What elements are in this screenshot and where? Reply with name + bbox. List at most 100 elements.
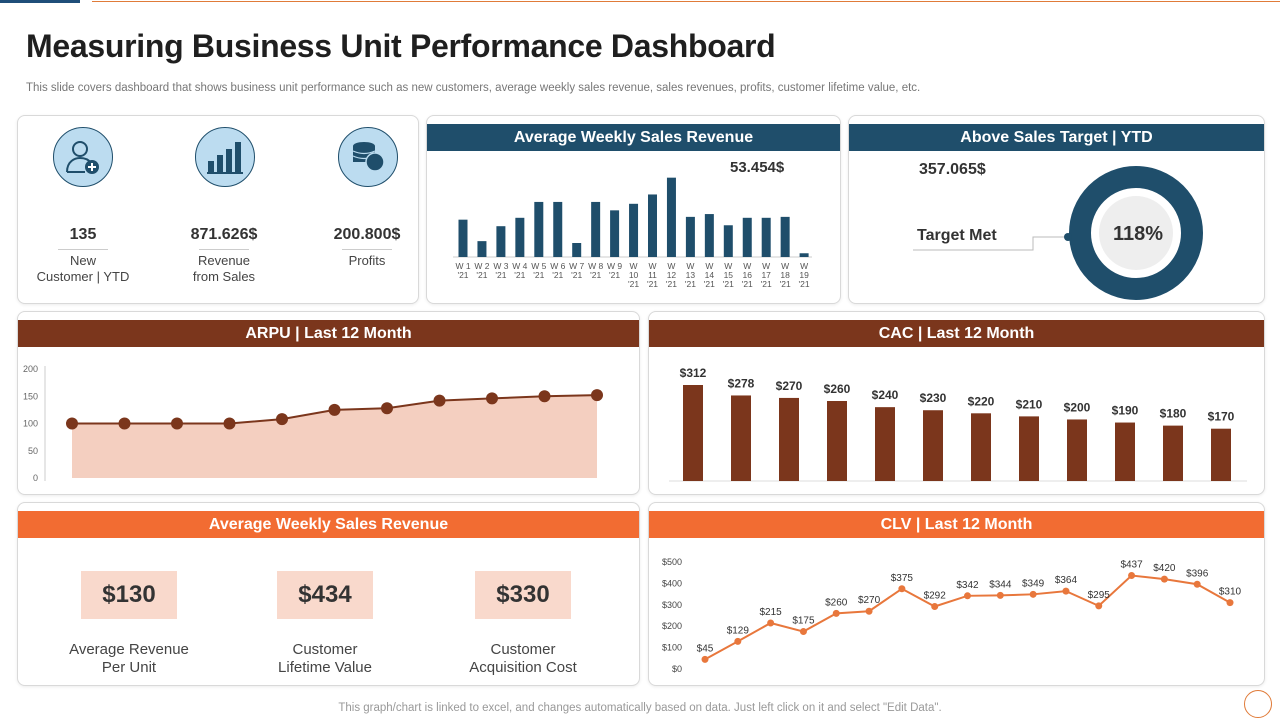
cac-data-label: $278	[728, 376, 755, 390]
target-met-label: Target Met	[917, 227, 997, 244]
top-accent-bar	[0, 0, 80, 3]
weekly-tick-label: '21	[647, 279, 658, 289]
clv-data-label: $342	[956, 580, 979, 591]
clv-title: CLV | Last 12 Month	[649, 511, 1264, 538]
weekly-tick-label: '21	[552, 270, 563, 280]
target-donut-center	[1099, 196, 1173, 270]
weekly-tick-label: W	[705, 261, 713, 271]
weekly-bar	[704, 214, 714, 257]
weekly-tick-label: '21	[495, 270, 506, 280]
weekly-tick-label: '21	[476, 270, 487, 280]
weekly-bar	[723, 225, 733, 257]
weekly-bar	[610, 210, 620, 257]
arpu-point	[66, 417, 78, 430]
bar-chart-icon	[195, 127, 255, 187]
cac-bar	[971, 413, 991, 481]
cac-bar	[779, 397, 799, 481]
cac-data-label: $270	[776, 379, 803, 393]
weekly-tick-label: '21	[723, 279, 734, 289]
sales-target-title: Above Sales Target | YTD	[849, 124, 1264, 151]
arpu-title: ARPU | Last 12 Month	[18, 320, 639, 347]
metric-clv-value: $434	[277, 571, 373, 619]
weekly-tick-label: W	[800, 261, 808, 271]
weekly-bar	[761, 217, 771, 257]
clv-point	[1128, 571, 1136, 579]
weekly-tick-label: W 7	[569, 261, 584, 271]
clv-point	[898, 585, 906, 593]
weekly-tick-label: W	[648, 261, 656, 271]
weekly-tick-label: 13	[686, 270, 696, 280]
weekly-tick-label: 12	[667, 270, 677, 280]
clv-point	[964, 592, 971, 600]
weekly-tick-label: 14	[705, 270, 715, 280]
weekly-bar	[629, 203, 639, 257]
cac-chart: $312 $278 $270 $260 $240 $230 $220 $210 $200 $190…	[669, 366, 1247, 482]
cac-panel: CAC | Last 12 Month $312 $278 $270 $260 $240…	[648, 311, 1265, 495]
weekly-tick-label: '21	[799, 279, 810, 289]
clv-data-label: $292	[924, 591, 947, 602]
metric-arpu-value: $130	[81, 571, 177, 619]
weekly-revenue-title: Average Weekly Sales Revenue	[427, 124, 840, 151]
cac-bar	[683, 385, 703, 481]
cac-bar	[731, 395, 751, 481]
weekly-tick-label: 15	[724, 270, 734, 280]
weekly-tick-label: 19	[799, 270, 809, 280]
weekly-tick-label: '21	[704, 279, 715, 289]
clv-point	[767, 619, 775, 627]
weekly-tick-label: 16	[743, 270, 753, 280]
target-value: 357.065$	[919, 161, 986, 178]
clv-chart: $500 $400 $300 $200 $100 $0 $45 $129 $215 $175 $26…	[662, 557, 1242, 674]
clv-point	[1226, 599, 1234, 607]
clv-data-label: $215	[760, 607, 783, 618]
cac-data-label: $210	[1016, 397, 1043, 411]
weekly-tick-label: W 5	[531, 261, 546, 271]
clv-point	[1193, 580, 1201, 588]
weekly-tick-label: W	[781, 261, 789, 271]
weekly-tick-label: '21	[571, 270, 582, 280]
cac-data-label: $260	[824, 382, 851, 396]
weekly-tick-label: '21	[457, 270, 468, 280]
page-title: Measuring Business Unit Performance Dash…	[26, 28, 776, 64]
cac-bar	[1163, 425, 1183, 481]
kpi-new-customers-label: New Customer | YTD	[36, 253, 130, 284]
clv-point	[1095, 602, 1103, 610]
clv-data-label: $396	[1186, 568, 1209, 579]
weekly-tick-label: W 8	[588, 261, 603, 271]
weekly-tick-label: '21	[685, 279, 696, 289]
kpi-divider	[199, 249, 249, 250]
cac-bar	[923, 410, 943, 481]
weekly-tick-label: W 4	[512, 261, 527, 271]
target-donut-chart: 357.065$ Target Met 118%	[913, 161, 1203, 300]
metrics-panel: Average Weekly Sales Revenue $130 Averag…	[17, 502, 640, 686]
footer-note: This graph/chart is linked to excel, and…	[338, 702, 942, 714]
page-subtitle: This slide covers dashboard that shows b…	[26, 82, 921, 94]
weekly-bar	[591, 201, 601, 257]
weekly-tick-label: W	[724, 261, 732, 271]
corner-decoration	[1244, 690, 1272, 718]
cac-data-label: $230	[920, 391, 947, 405]
clv-data-label: $375	[891, 573, 914, 584]
cac-data-label: $190	[1112, 404, 1139, 418]
target-leader-line	[913, 236, 1068, 251]
weekly-tick-label: W	[667, 261, 675, 271]
clv-data-label: $129	[727, 625, 750, 636]
clv-y-tick: $200	[662, 621, 682, 631]
cac-bar	[1211, 428, 1231, 481]
add-user-icon	[53, 127, 113, 187]
weekly-tick-label: W	[743, 261, 751, 271]
clv-y-tick: $400	[662, 578, 682, 588]
clv-point	[996, 591, 1004, 599]
weekly-tick-label: '21	[533, 270, 544, 280]
weekly-bar	[458, 219, 468, 257]
arpu-y-tick: 0	[33, 473, 38, 483]
cac-data-label: $312	[680, 366, 707, 380]
kpi-panel: 135 New Customer | YTD 871.626$ Revenue …	[17, 115, 419, 304]
arpu-point	[171, 417, 183, 430]
target-percent-label: 118%	[1113, 223, 1163, 245]
cac-data-label: $220	[968, 394, 995, 408]
weekly-bar	[572, 243, 582, 257]
weekly-tick-label: W	[686, 261, 694, 271]
clv-y-tick: $100	[662, 643, 682, 653]
target-leader-dot	[1064, 233, 1072, 241]
clv-point	[865, 607, 873, 615]
